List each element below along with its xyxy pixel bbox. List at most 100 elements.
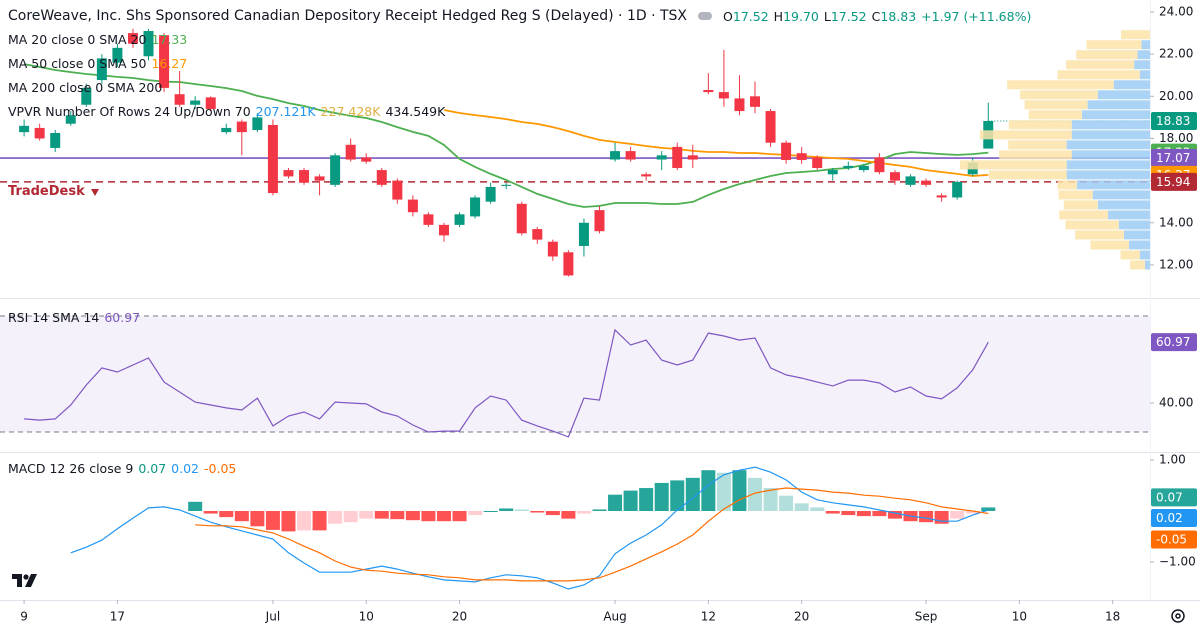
histogram-bar (250, 510, 265, 527)
candle-body (423, 214, 434, 225)
profile-down (1066, 60, 1135, 70)
legend-name: MA 50 close 0 SMA 50 (8, 56, 147, 71)
candle-body (672, 146, 683, 168)
vpvr-legend: VPVR Number Of Rows 24 Up/Down 70 207.12… (8, 104, 445, 119)
legend-name: MA 20 close 0 SMA 20 (8, 32, 147, 47)
histogram-bar (919, 510, 934, 523)
candle-body (734, 98, 745, 112)
volume-profile (960, 30, 1150, 270)
profile-down (1008, 140, 1067, 150)
candle-body (392, 180, 403, 200)
profile-up (1139, 250, 1150, 260)
ohlc-value: 18.83 (880, 8, 917, 24)
y-tick-label: 40.00 (1159, 395, 1193, 409)
chart-title: CoreWeave, Inc. Shs Sponsored Canadian D… (8, 8, 688, 24)
candle-body (205, 97, 216, 109)
ma50-legend: MA 50 close 0 SMA 50 16.27 (8, 56, 187, 71)
histogram-bar (701, 470, 716, 511)
histogram-bar (685, 477, 700, 511)
histogram-bar (965, 510, 980, 514)
candle-body (174, 94, 185, 105)
candle-body (812, 157, 823, 168)
histogram-bar (950, 510, 965, 519)
ma20-legend: MA 20 close 0 SMA 20 17.33 (8, 32, 187, 47)
ma200-legend: MA 200 close 0 SMA 200 (8, 80, 162, 95)
x-tick-label: 10 (359, 610, 374, 624)
profile-up (1066, 170, 1150, 180)
histogram-bar (203, 510, 218, 514)
histogram-bar (841, 510, 856, 516)
candle-body (96, 58, 107, 81)
legend-name: MACD 12 26 close 9 (8, 461, 134, 476)
x-tick-label: 20 (794, 610, 809, 624)
histogram-bar (421, 510, 436, 522)
price-tag (1151, 333, 1197, 352)
profile-up (1123, 230, 1150, 240)
histogram-bar (576, 510, 591, 514)
settings-gear[interactable] (1171, 609, 1185, 623)
y-tick-label: 12.00 (1159, 257, 1193, 271)
profile-down (1075, 230, 1124, 240)
candle-body (594, 210, 605, 232)
histogram-bar (468, 510, 483, 516)
price-tag-label: 17.07 (1156, 151, 1190, 165)
profile-down (1008, 120, 1072, 130)
x-tick-label: Jul (265, 610, 280, 624)
legend-value: 0.02 (171, 461, 200, 476)
y-tick-label: 24.00 (1159, 5, 1193, 19)
legend-value: 17.33 (151, 32, 188, 47)
x-tick-label: 12 (701, 610, 716, 624)
candle-body (252, 117, 263, 131)
candle-body (936, 195, 947, 198)
histogram-bar (670, 480, 685, 511)
histogram-bar (623, 490, 638, 511)
candle-body (221, 127, 232, 133)
profile-down (1121, 30, 1150, 40)
histogram-bar (219, 510, 234, 518)
ohlc: O 17.52 H 19.70 L 17.52 C 18.83 (723, 9, 916, 24)
price-tag-label: 18.83 (1156, 114, 1190, 128)
profile-up (1144, 260, 1150, 270)
histogram-bar (265, 510, 280, 530)
histogram-bar (981, 507, 996, 511)
histogram-bar (188, 501, 203, 511)
ma-line (23, 63, 989, 208)
macd-legend: MACD 12 26 close 9 0.07 0.02 -0.05 (8, 461, 236, 476)
ma-line (443, 109, 989, 177)
histogram-bar (530, 510, 545, 513)
candle-body (874, 157, 885, 173)
histogram-bar (887, 510, 902, 519)
change: +1.97 (+11.68%) (921, 8, 1032, 24)
histogram-bar (390, 510, 405, 520)
profile-up (1087, 100, 1150, 110)
profile-down (1063, 200, 1098, 210)
histogram-bar (608, 494, 623, 511)
profile-down (1120, 250, 1140, 260)
candle-body (190, 100, 201, 105)
histogram-bar (779, 495, 794, 511)
alert-label: TradeDesk (8, 184, 100, 199)
x-tick-label: 20 (452, 610, 467, 624)
candle-body (407, 199, 418, 213)
profile-down (999, 150, 1072, 160)
histogram-bar (592, 509, 607, 511)
candle-body (641, 174, 652, 177)
ohlc-key: C (871, 8, 881, 24)
candle-body (578, 222, 589, 246)
candle-body (112, 47, 123, 63)
profile-up (1076, 180, 1150, 190)
alert-arrow (90, 188, 99, 196)
candle-body (858, 165, 869, 171)
histogram-bar (545, 510, 560, 516)
profile-up (1097, 90, 1150, 100)
legend-value: 60.97 (104, 310, 141, 325)
histogram-bar (436, 510, 451, 522)
legend-value: 16.27 (151, 56, 188, 71)
profile-up (1097, 200, 1150, 210)
candle-body (532, 229, 543, 240)
histogram-bar (934, 510, 949, 524)
candle-body (516, 203, 527, 234)
profile-up (1137, 50, 1150, 60)
